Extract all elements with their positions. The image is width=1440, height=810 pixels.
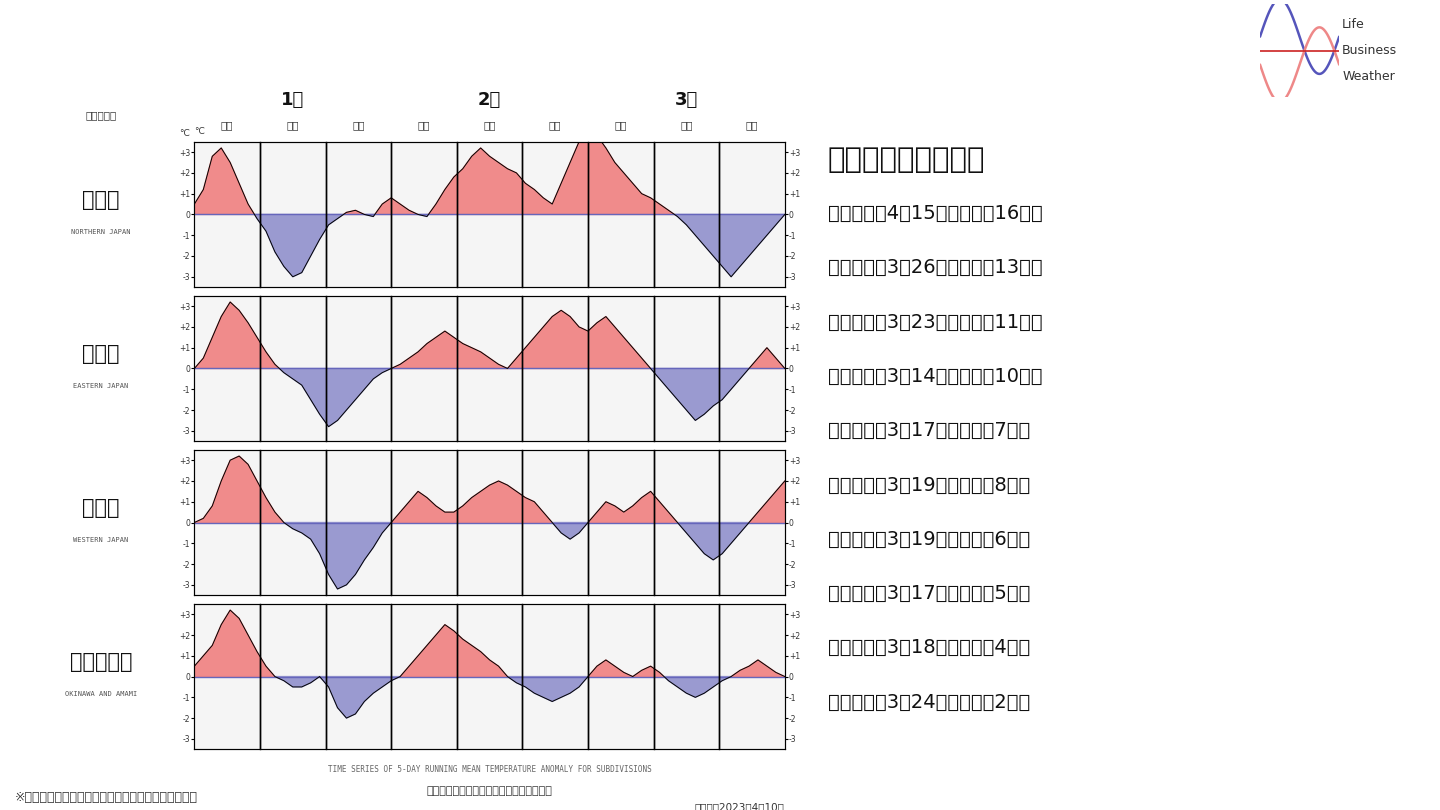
Text: 2月: 2月 <box>478 92 501 109</box>
Text: 3月: 3月 <box>675 92 698 109</box>
Text: 2023年1〜3月の平均気温平年差とさくら開花時期: 2023年1〜3月の平均気温平年差とさくら開花時期 <box>29 30 765 75</box>
Text: Business: Business <box>1342 44 1397 58</box>
Text: ・広島　：3月19日（平年－6日）: ・広島 ：3月19日（平年－6日） <box>828 530 1030 548</box>
Text: ・名古屋：3月17日（平年－7日）: ・名古屋：3月17日（平年－7日） <box>828 421 1030 440</box>
Text: ・金沢　：3月23日（平年－11日）: ・金沢 ：3月23日（平年－11日） <box>828 313 1043 331</box>
Text: ２０２３年: ２０２３年 <box>85 110 117 120</box>
Text: °C: °C <box>194 127 204 136</box>
Text: ・福岡　：3月18日（平年－4日）: ・福岡 ：3月18日（平年－4日） <box>828 638 1030 657</box>
Text: 西日本: 西日本 <box>82 498 120 518</box>
Text: 下旬: 下旬 <box>746 121 759 130</box>
Text: 【さくらの開花日】: 【さくらの開花日】 <box>828 146 985 174</box>
Text: NORTHERN JAPAN: NORTHERN JAPAN <box>71 229 131 235</box>
Text: ※気象庁「地域平均気温経過図」より画像引用・加工: ※気象庁「地域平均気温経過図」より画像引用・加工 <box>14 791 197 804</box>
Text: ・仙台　：3月26日（平年－13日）: ・仙台 ：3月26日（平年－13日） <box>828 258 1043 277</box>
Text: TIME SERIES OF 5-DAY RUNNING MEAN TEMPERATURE ANOMALY FOR SUBDIVISIONS: TIME SERIES OF 5-DAY RUNNING MEAN TEMPER… <box>328 765 651 774</box>
Text: 上旬: 上旬 <box>220 121 233 130</box>
Text: 下旬: 下旬 <box>353 121 364 130</box>
Text: 上旬: 上旬 <box>418 121 431 130</box>
Text: 1月: 1月 <box>281 92 304 109</box>
Text: ・大阪　：3月19日（平年－8日）: ・大阪 ：3月19日（平年－8日） <box>828 475 1030 494</box>
Text: ・札幌　：4月15日（平年－16日）: ・札幌 ：4月15日（平年－16日） <box>828 204 1043 223</box>
Text: 中旬: 中旬 <box>484 121 495 130</box>
Text: ・東京　：3月14日（平年－10日）: ・東京 ：3月14日（平年－10日） <box>828 367 1043 386</box>
Text: 中旬: 中旬 <box>287 121 300 130</box>
Text: 上旬: 上旬 <box>615 121 626 130</box>
Text: OKINAWA AND AMAMI: OKINAWA AND AMAMI <box>65 692 137 697</box>
Text: 更新日：2023年4月10日: 更新日：2023年4月10日 <box>696 802 785 810</box>
Text: 中旬: 中旬 <box>680 121 693 130</box>
Text: 北日本: 北日本 <box>82 190 120 210</box>
Text: 地域平均気温平年差の５日移動平均時系列: 地域平均気温平年差の５日移動平均時系列 <box>426 786 553 795</box>
Text: ・鹿児島：3月24日（平年－2日）: ・鹿児島：3月24日（平年－2日） <box>828 693 1030 711</box>
Text: 下旬: 下旬 <box>549 121 562 130</box>
Text: Weather: Weather <box>1342 70 1395 83</box>
Text: °C: °C <box>179 129 190 138</box>
Text: WESTERN JAPAN: WESTERN JAPAN <box>73 537 128 544</box>
Text: 沖縄・奄美: 沖縄・奄美 <box>69 652 132 672</box>
Text: EASTERN JAPAN: EASTERN JAPAN <box>73 383 128 390</box>
Text: 東日本: 東日本 <box>82 344 120 364</box>
Text: Life: Life <box>1342 18 1365 31</box>
Text: ・高知　：3月17日（平年－5日）: ・高知 ：3月17日（平年－5日） <box>828 584 1031 603</box>
